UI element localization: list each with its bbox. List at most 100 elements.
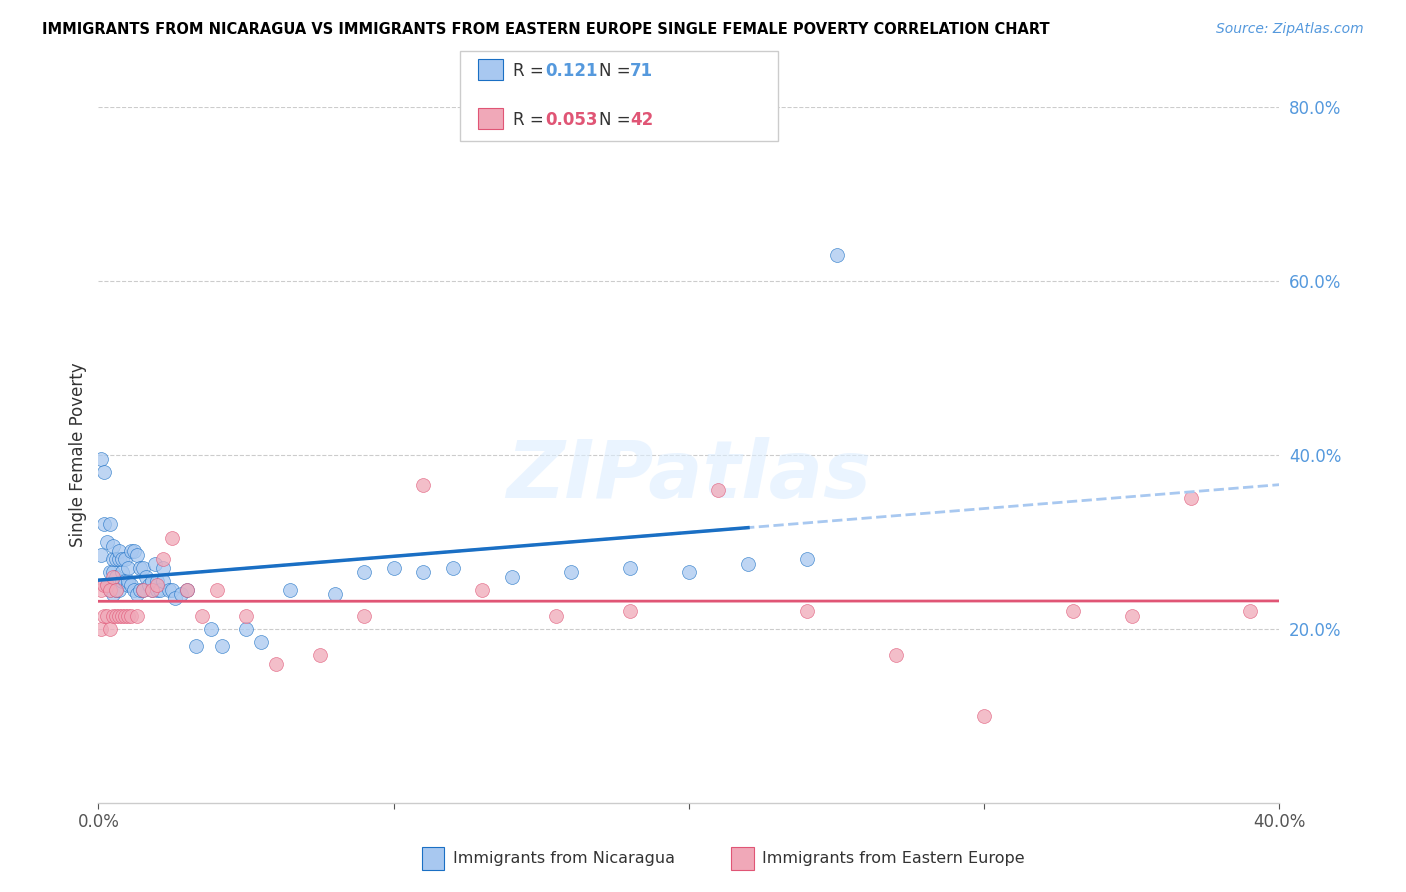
Point bbox=[96, 578, 118, 592]
Point bbox=[103, 570, 125, 584]
Point bbox=[157, 582, 180, 597]
Point bbox=[1180, 491, 1202, 506]
Y-axis label: Single Female Poverty: Single Female Poverty bbox=[69, 363, 87, 547]
Text: 0.053: 0.053 bbox=[546, 112, 598, 129]
Point bbox=[90, 582, 112, 597]
Point bbox=[353, 566, 375, 580]
Point bbox=[125, 608, 148, 623]
Point bbox=[98, 517, 121, 532]
Point bbox=[105, 582, 128, 597]
Point bbox=[120, 578, 142, 592]
Point bbox=[323, 587, 346, 601]
Point bbox=[93, 608, 115, 623]
Point bbox=[111, 608, 134, 623]
Point bbox=[128, 582, 150, 597]
Point bbox=[250, 635, 273, 649]
Point bbox=[152, 574, 174, 588]
Point bbox=[152, 552, 174, 566]
Point bbox=[146, 578, 169, 592]
Point bbox=[117, 608, 139, 623]
Point bbox=[471, 582, 494, 597]
Point bbox=[122, 543, 145, 558]
Point bbox=[825, 248, 848, 262]
Point bbox=[108, 543, 131, 558]
Point bbox=[96, 534, 118, 549]
Point bbox=[501, 570, 523, 584]
Text: N =: N = bbox=[599, 62, 636, 80]
Point bbox=[108, 552, 131, 566]
Point bbox=[108, 608, 131, 623]
Point bbox=[884, 648, 907, 662]
Text: R =: R = bbox=[513, 112, 550, 129]
Point bbox=[111, 552, 134, 566]
Point bbox=[117, 578, 139, 592]
Point bbox=[141, 582, 163, 597]
Point bbox=[132, 561, 155, 575]
Point bbox=[93, 578, 115, 592]
Point bbox=[114, 608, 136, 623]
Point bbox=[796, 552, 818, 566]
Point bbox=[143, 557, 166, 571]
Point bbox=[138, 578, 160, 592]
Text: Source: ZipAtlas.com: Source: ZipAtlas.com bbox=[1216, 22, 1364, 37]
Point bbox=[973, 708, 995, 723]
Point bbox=[235, 622, 257, 636]
Point bbox=[105, 570, 128, 584]
Point bbox=[707, 483, 730, 497]
Point bbox=[146, 582, 169, 597]
Point bbox=[103, 566, 125, 580]
Point bbox=[1062, 605, 1084, 619]
Point bbox=[309, 648, 332, 662]
Point bbox=[103, 587, 125, 601]
Point bbox=[200, 622, 222, 636]
Point bbox=[114, 552, 136, 566]
Point bbox=[152, 561, 174, 575]
Point bbox=[96, 578, 118, 592]
Point bbox=[93, 466, 115, 480]
Point bbox=[619, 605, 641, 619]
Point bbox=[141, 582, 163, 597]
Point bbox=[132, 582, 155, 597]
Point bbox=[135, 570, 157, 584]
Point bbox=[98, 566, 121, 580]
Point bbox=[1121, 608, 1143, 623]
Point bbox=[619, 561, 641, 575]
Point bbox=[382, 561, 405, 575]
Point bbox=[114, 574, 136, 588]
Text: 42: 42 bbox=[630, 112, 654, 129]
Text: Immigrants from Eastern Europe: Immigrants from Eastern Europe bbox=[762, 852, 1025, 866]
Point bbox=[117, 574, 139, 588]
Point bbox=[103, 539, 125, 553]
Text: Immigrants from Nicaragua: Immigrants from Nicaragua bbox=[453, 852, 675, 866]
Point bbox=[96, 578, 118, 592]
Text: ZIPatlas: ZIPatlas bbox=[506, 437, 872, 515]
Point bbox=[1239, 605, 1261, 619]
Point bbox=[120, 543, 142, 558]
Point bbox=[141, 574, 163, 588]
Point bbox=[796, 605, 818, 619]
Point bbox=[162, 582, 183, 597]
Point bbox=[176, 582, 198, 597]
Point bbox=[737, 557, 759, 571]
Point bbox=[441, 561, 464, 575]
Text: N =: N = bbox=[599, 112, 636, 129]
Point bbox=[546, 608, 568, 623]
Point bbox=[176, 582, 198, 597]
Point bbox=[132, 582, 155, 597]
Point bbox=[93, 517, 115, 532]
Point bbox=[103, 608, 125, 623]
Point bbox=[105, 582, 128, 597]
Text: R =: R = bbox=[513, 62, 550, 80]
Point bbox=[98, 582, 121, 597]
Point bbox=[146, 574, 169, 588]
Point bbox=[678, 566, 700, 580]
Point bbox=[149, 582, 172, 597]
Point bbox=[90, 548, 112, 562]
Point bbox=[90, 452, 112, 467]
Point bbox=[111, 574, 134, 588]
Point bbox=[117, 561, 139, 575]
Point bbox=[191, 608, 214, 623]
Point bbox=[122, 582, 145, 597]
Point bbox=[264, 657, 287, 671]
Text: 0.121: 0.121 bbox=[546, 62, 598, 80]
